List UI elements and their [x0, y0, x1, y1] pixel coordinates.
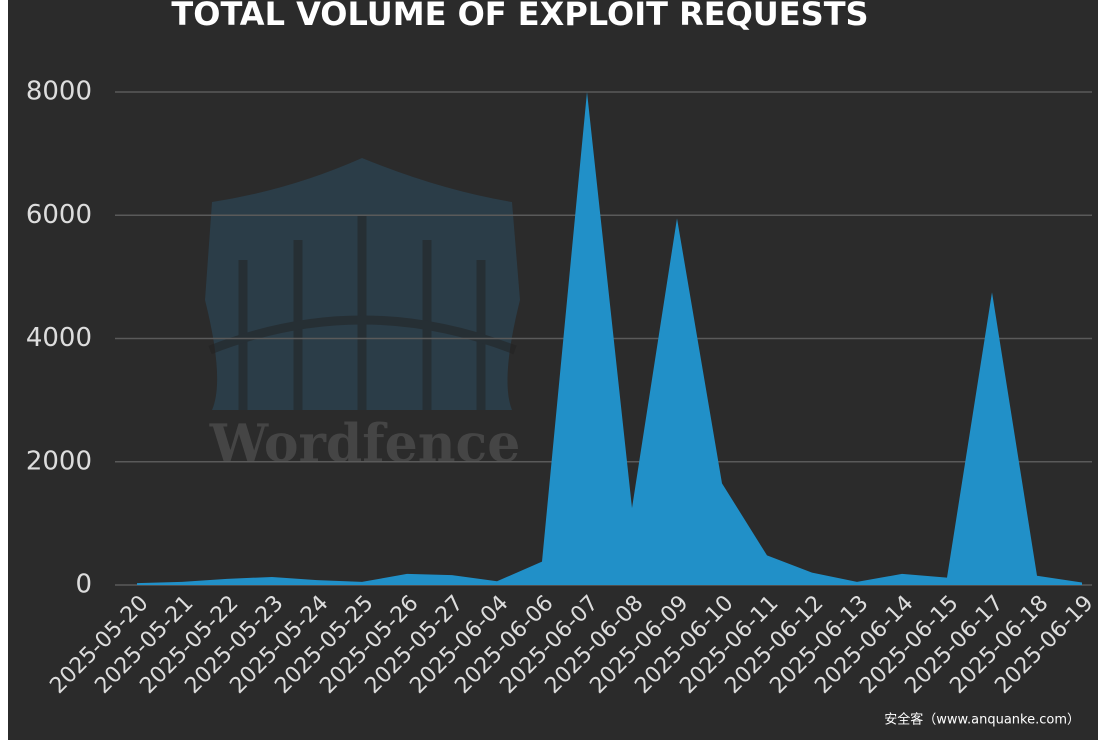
- y-tick-label: 4000: [26, 323, 92, 353]
- source-note: 安全客（www.anquanke.com）: [884, 712, 1080, 728]
- y-tick-label: 8000: [26, 77, 92, 107]
- area: [137, 92, 1082, 585]
- y-tick-label: 2000: [26, 446, 92, 476]
- background: [8, 0, 1098, 740]
- chart-title: TOTAL VOLUME OF EXPLOIT REQUESTS: [171, 0, 868, 33]
- watermark-fence: [208, 215, 517, 410]
- watermark-text: Wordfence: [209, 414, 521, 475]
- y-tick-label: 6000: [26, 200, 92, 230]
- y-tick-label: 0: [75, 570, 92, 600]
